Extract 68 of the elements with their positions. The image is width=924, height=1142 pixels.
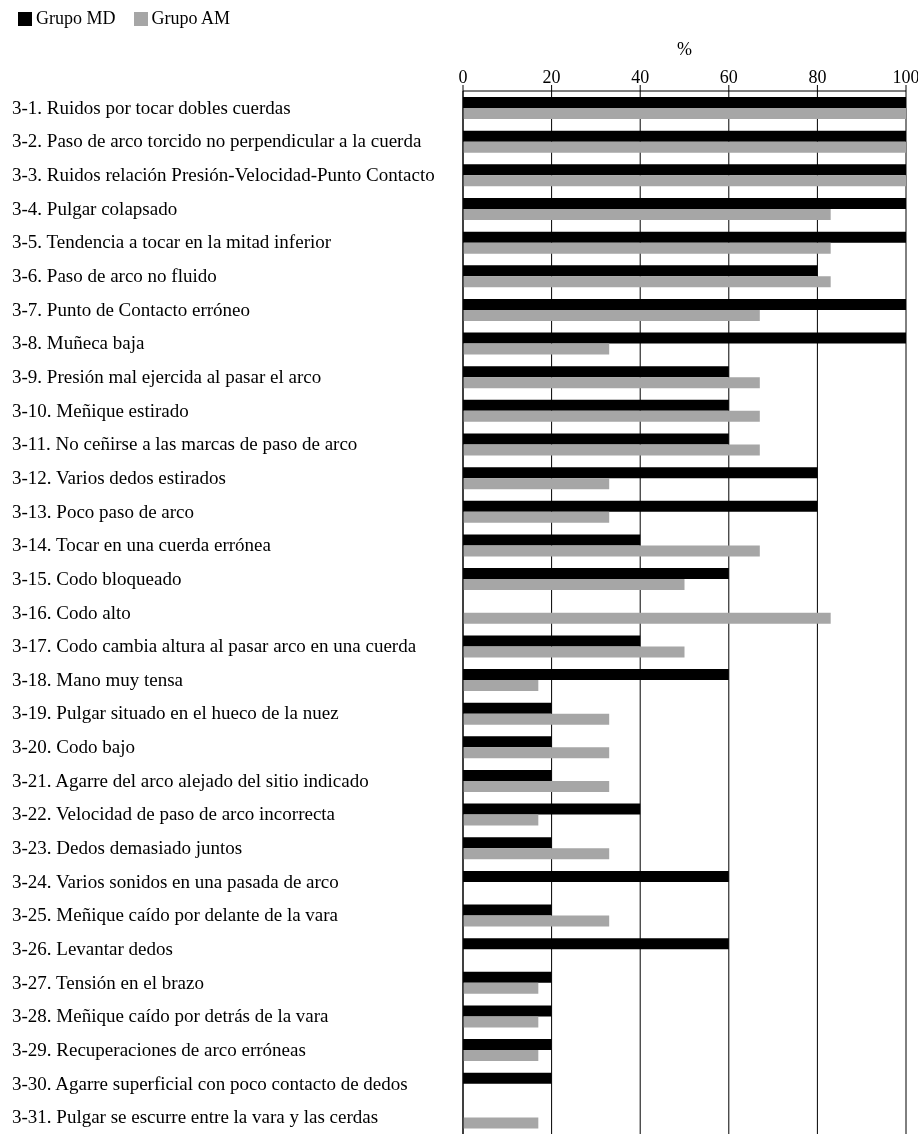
y-tick-label: 3-6. Paso de arco no fluido	[12, 265, 217, 287]
y-tick-label: 3-7. Punto de Contacto erróneo	[12, 298, 250, 320]
y-tick-label: 3-20. Codo bajo	[12, 736, 135, 758]
y-tick-label: 3-26. Levantar dedos	[12, 937, 173, 959]
bar	[463, 982, 539, 994]
bar	[463, 175, 906, 187]
bar	[463, 410, 760, 422]
y-tick-label: 3-25. Meñique caído por delante de la vara	[12, 904, 339, 926]
y-tick-label: 3-18. Mano muy tensa	[12, 668, 184, 690]
bar	[463, 713, 610, 725]
x-tick-label: 100	[892, 67, 920, 87]
bar	[463, 108, 906, 120]
bar	[463, 579, 685, 591]
bar	[463, 915, 610, 927]
y-tick-label: 3-12. Varios dedos estirados	[12, 466, 226, 488]
y-tick-label: 3-1. Ruidos por tocar dobles cuerdas	[12, 96, 291, 118]
x-tick-label: 80	[808, 67, 827, 87]
bar	[463, 747, 610, 759]
y-tick-label: 3-30. Agarre superficial con poco contacto de dedos	[12, 1072, 408, 1094]
y-tick-label: 3-10. Meñique estirado	[12, 399, 189, 421]
bar	[463, 208, 831, 220]
x-tick-label: 60	[719, 67, 738, 87]
y-tick-label: 3-23. Dedos demasiado juntos	[12, 837, 243, 859]
bar	[463, 478, 610, 490]
legend-label: Grupo AM	[151, 8, 231, 29]
y-tick-label: 3-11. No ceñirse a las marcas de paso de arco	[12, 433, 358, 455]
bar	[463, 545, 760, 557]
y-tick-label: 3-16. Codo alto	[12, 601, 131, 623]
bar	[463, 141, 906, 153]
y-tick-label: 3-28. Meñique caído por detrás de la vara	[12, 1005, 330, 1027]
x-axis-title: %	[677, 39, 692, 59]
bar	[463, 646, 685, 658]
x-tick-label: 20	[542, 67, 561, 87]
x-tick-label: 40	[631, 67, 650, 87]
y-tick-label: 3-3. Ruidos relación Presión-Velocidad-Punto Contacto	[12, 164, 435, 186]
bar	[463, 242, 831, 254]
bar	[463, 444, 760, 456]
y-tick-label: 3-19. Pulgar situado en el hueco de la nuez	[12, 702, 339, 724]
y-tick-label: 3-13. Poco paso de arco	[12, 500, 195, 522]
y-tick-label: 3-8. Muñeca baja	[12, 332, 145, 354]
y-tick-label: 3-31. Pulgar se escurre entre la vara y las cerdas	[12, 1106, 379, 1128]
bar	[463, 814, 539, 826]
legend-label: Grupo MD	[36, 8, 116, 29]
bar	[463, 1016, 539, 1028]
bar	[463, 309, 760, 321]
y-tick-label: 3-9. Presión mal ejercida al pasar el arco	[12, 365, 322, 387]
y-tick-label: 3-17. Codo cambia altura al pasar arco en una cuerda	[12, 635, 417, 657]
bar	[463, 612, 831, 624]
bar	[463, 848, 610, 860]
bar	[463, 377, 760, 389]
y-tick-label: 3-29. Recuperaciones de arco erróneas	[12, 1038, 306, 1060]
bar	[463, 1117, 539, 1129]
y-tick-label: 3-5. Tendencia a tocar en la mitad inferior	[12, 231, 332, 253]
y-tick-label: 3-15. Codo bloqueado	[12, 567, 182, 589]
bar	[463, 343, 610, 355]
bar	[463, 780, 610, 792]
y-tick-label: 3-4. Pulgar colapsado	[12, 197, 178, 219]
y-tick-label: 3-27. Tensión en el brazo	[12, 971, 204, 993]
y-tick-label: 3-24. Varios sonidos en una pasada de arco	[12, 870, 339, 892]
y-tick-label: 3-22. Velocidad de paso de arco incorrecta	[12, 803, 336, 825]
bar	[463, 276, 831, 288]
bar	[463, 680, 539, 692]
y-tick-label: 3-21. Agarre del arco alejado del sitio indicado	[12, 769, 369, 791]
y-tick-label: 3-2. Paso de arco torcido no perpendicular a la cuerda	[12, 130, 422, 152]
bar	[463, 511, 610, 523]
x-tick-label: 0	[458, 67, 468, 87]
bar	[463, 1050, 539, 1062]
y-tick-label: 3-14. Tocar en una cuerda errónea	[12, 534, 272, 556]
